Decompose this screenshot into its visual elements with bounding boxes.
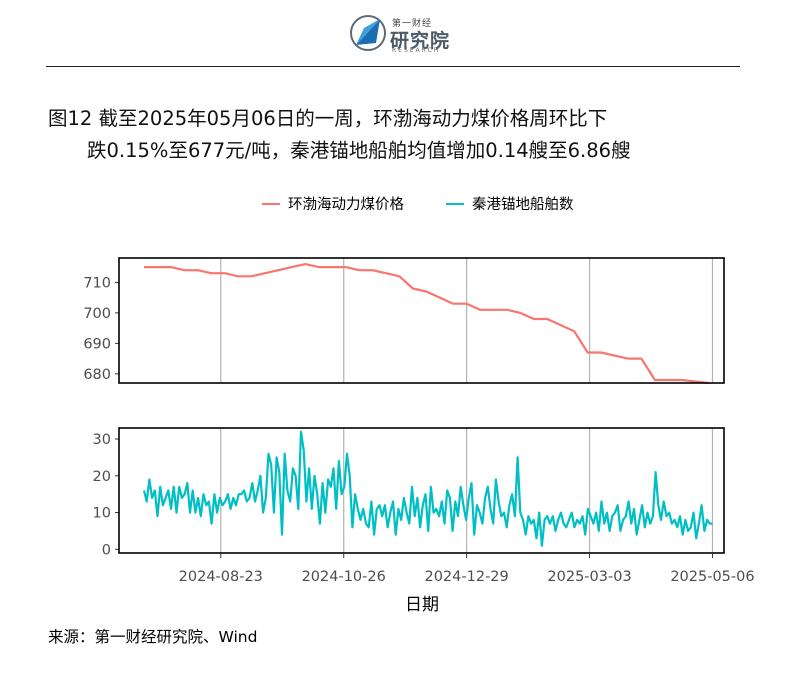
legend-label-price: 环渤海动力煤价格	[288, 197, 404, 213]
chart-title-line-1: 图12 截至2025年05月06日的一周，环渤海动力煤价格周环比下	[48, 107, 608, 130]
legend-swatch-ships	[446, 203, 464, 205]
series-line-price	[144, 263, 709, 385]
panel-frame-1	[118, 257, 725, 384]
y-tick-label-1-3: 710	[83, 275, 111, 291]
x-tick-label-3: 2025-03-03	[547, 569, 631, 585]
chart-title-line-2: 跌0.15%至677元/吨，秦港锚地船舶均值增加0.14艘至6.86艘	[87, 139, 631, 162]
logo: 第一财经 研究院 RESEARCH	[346, 10, 456, 56]
y-tick-label-2-2: 20	[93, 469, 111, 485]
y-tick-label-1-0: 680	[83, 367, 111, 383]
source-note: 来源：第一财经研究院、Wind	[48, 628, 258, 646]
y-tick-label-2-1: 10	[93, 506, 111, 522]
x-tick-label-0: 2024-08-23	[179, 569, 263, 585]
x-tick-label-2: 2024-12-29	[424, 569, 508, 585]
y-tick-label-2-0: 0	[102, 542, 111, 558]
y-tick-label-1-2: 700	[83, 306, 111, 322]
x-axis-label: 日期	[405, 595, 439, 615]
series-line-ships	[142, 430, 713, 547]
chart: 680 690 700 710 0 10 20 30 2024-08-23 2024-10-2…	[83, 257, 755, 615]
header-divider	[46, 66, 740, 67]
logo-top-text: 第一财经	[392, 19, 433, 29]
logo-main-text: 研究院	[390, 30, 451, 52]
y-tick-label-1-1: 690	[83, 336, 111, 352]
y-tick-label-2-3: 30	[93, 432, 111, 448]
legend-label-ships: 秦港锚地船舶数	[472, 197, 574, 213]
panel-frame-2	[118, 427, 725, 554]
x-axis: 2024-08-23 2024-10-26 2024-12-29 2025-03-03…	[179, 553, 755, 585]
logo-emblem-icon	[350, 15, 386, 51]
price-panel: 680 690 700 710	[83, 257, 725, 385]
x-tick-label-1: 2024-10-26	[302, 569, 386, 585]
ships-panel: 0 10 20 30	[93, 427, 725, 558]
x-tick-label-4: 2025-05-06	[670, 569, 754, 585]
logo-sub-text: RESEARCH	[392, 47, 441, 54]
legend-swatch-price	[262, 203, 280, 205]
